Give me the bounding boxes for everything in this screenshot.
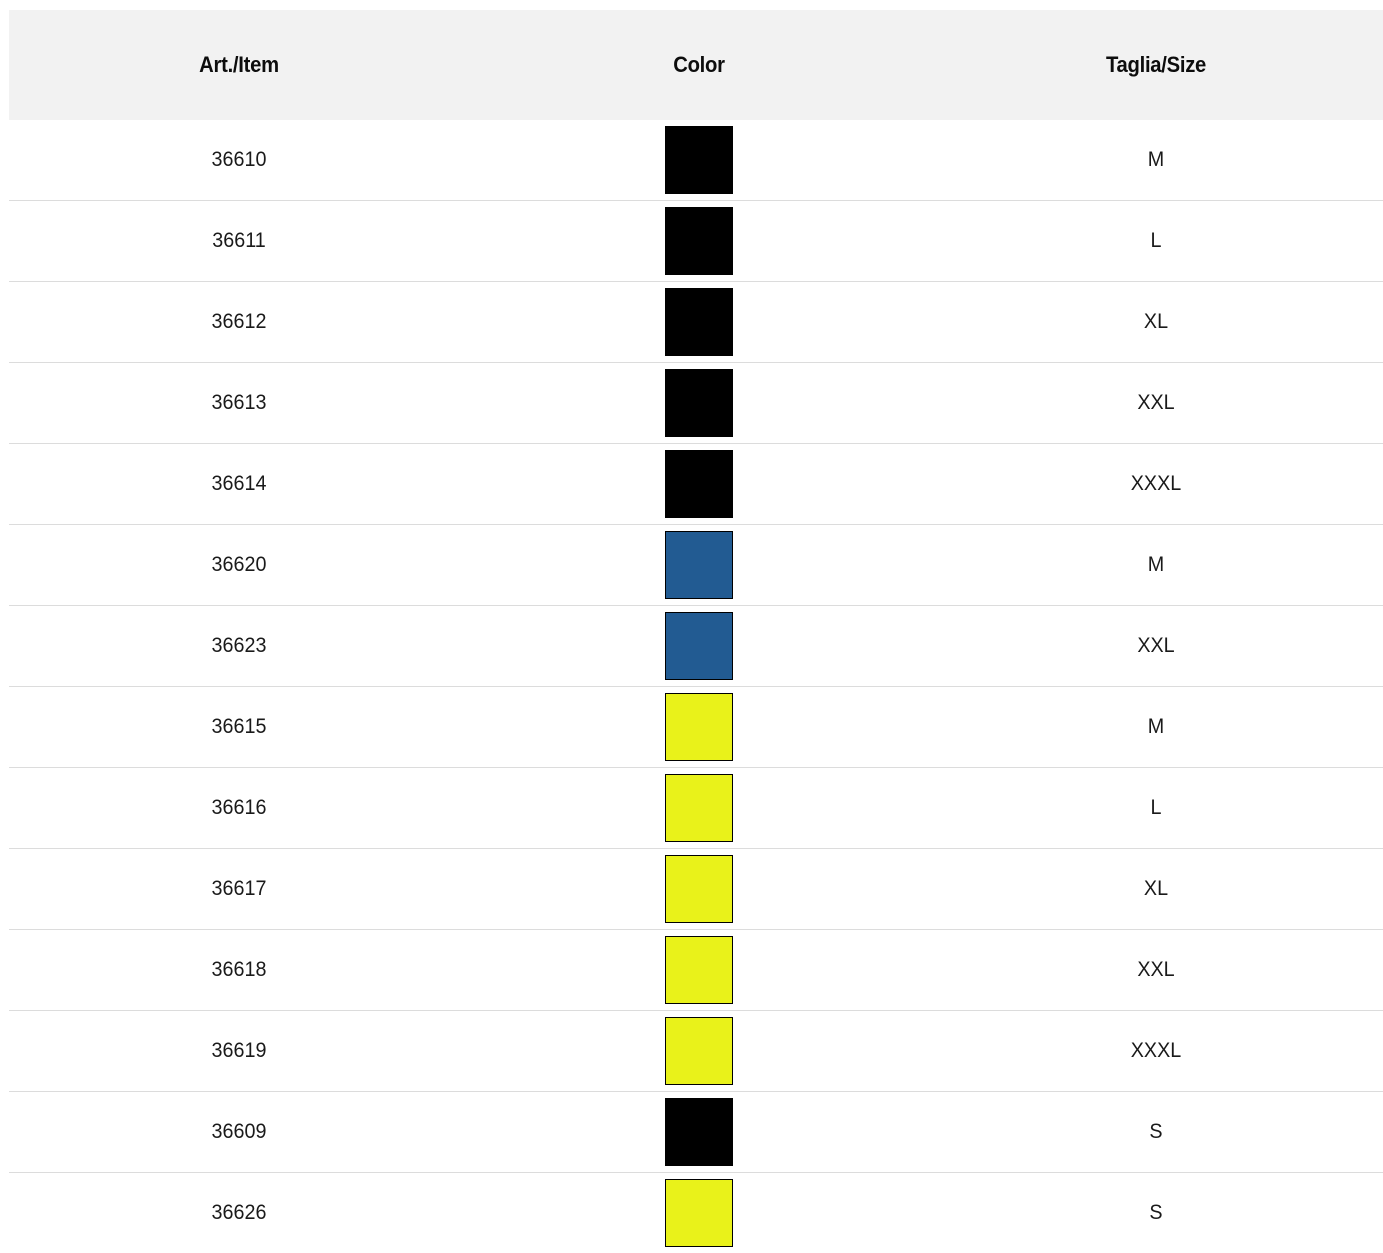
color-cell (469, 450, 929, 518)
item-code: 36620 (211, 553, 267, 576)
color-swatch (665, 1098, 733, 1166)
color-swatch (665, 1179, 733, 1247)
item-code: 36615 (211, 715, 267, 738)
column-header-size: Taglia/Size (1105, 52, 1207, 77)
table-row: 36620 M (9, 525, 1383, 606)
item-code: 36613 (211, 391, 267, 414)
color-cell (469, 369, 929, 437)
size-value: XXXL (1130, 1039, 1182, 1062)
color-swatch (665, 288, 733, 356)
table-row: 36618 XXL (9, 930, 1383, 1011)
size-value: L (1150, 796, 1162, 819)
product-table: Art./Item Color Taglia/Size 36610 M 36611 L… (9, 10, 1383, 1253)
item-code: 36626 (211, 1201, 267, 1224)
color-swatch (665, 369, 733, 437)
size-value: M (1147, 715, 1165, 738)
item-code: 36617 (211, 877, 267, 900)
color-swatch (665, 936, 733, 1004)
color-cell (469, 531, 929, 599)
table-row: 36616 L (9, 768, 1383, 849)
color-cell (469, 612, 929, 680)
color-swatch (665, 450, 733, 518)
size-value: S (1149, 1201, 1163, 1224)
item-code: 36612 (211, 310, 267, 333)
table-row: 36626 S (9, 1173, 1383, 1253)
table-row: 36612 XL (9, 282, 1383, 363)
table-row: 36623 XXL (9, 606, 1383, 687)
color-cell (469, 774, 929, 842)
size-value: XL (1143, 310, 1169, 333)
color-cell (469, 855, 929, 923)
color-swatch (665, 1017, 733, 1085)
color-swatch (665, 693, 733, 761)
item-code: 36610 (211, 148, 267, 171)
color-cell (469, 936, 929, 1004)
item-code: 36616 (211, 796, 267, 819)
table-header: Art./Item Color Taglia/Size (9, 10, 1383, 120)
table-row: 36614 XXXL (9, 444, 1383, 525)
color-swatch (665, 531, 733, 599)
size-value: XXXL (1130, 472, 1182, 495)
item-code: 36619 (211, 1039, 267, 1062)
color-swatch (665, 612, 733, 680)
color-cell (469, 1179, 929, 1247)
table-row: 36613 XXL (9, 363, 1383, 444)
item-code: 36609 (211, 1120, 267, 1143)
item-code: 36618 (211, 958, 267, 981)
color-cell (469, 1098, 929, 1166)
table-row: 36615 M (9, 687, 1383, 768)
column-header-item: Art./Item (199, 52, 279, 77)
color-cell (469, 288, 929, 356)
color-swatch (665, 126, 733, 194)
table-body: 36610 M 36611 L 36612 XL 36613 XXL 36614 XXXL 3662… (9, 120, 1383, 1253)
column-header-color: Color (673, 52, 725, 77)
size-value: M (1147, 148, 1165, 171)
size-value: L (1150, 229, 1162, 252)
color-cell (469, 1017, 929, 1085)
color-cell (469, 126, 929, 194)
table-row: 36619 XXXL (9, 1011, 1383, 1092)
color-swatch (665, 207, 733, 275)
color-swatch (665, 855, 733, 923)
color-swatch (665, 774, 733, 842)
size-value: XXL (1137, 391, 1175, 414)
table-row: 36610 M (9, 120, 1383, 201)
table-row: 36609 S (9, 1092, 1383, 1173)
table-row: 36617 XL (9, 849, 1383, 930)
table-row: 36611 L (9, 201, 1383, 282)
color-cell (469, 693, 929, 761)
size-value: XXL (1137, 958, 1175, 981)
size-value: M (1147, 553, 1165, 576)
item-code: 36623 (211, 634, 267, 657)
size-value: XXL (1137, 634, 1175, 657)
item-code: 36614 (211, 472, 267, 495)
item-code: 36611 (212, 229, 266, 252)
color-cell (469, 207, 929, 275)
size-value: S (1149, 1120, 1163, 1143)
size-value: XL (1143, 877, 1169, 900)
